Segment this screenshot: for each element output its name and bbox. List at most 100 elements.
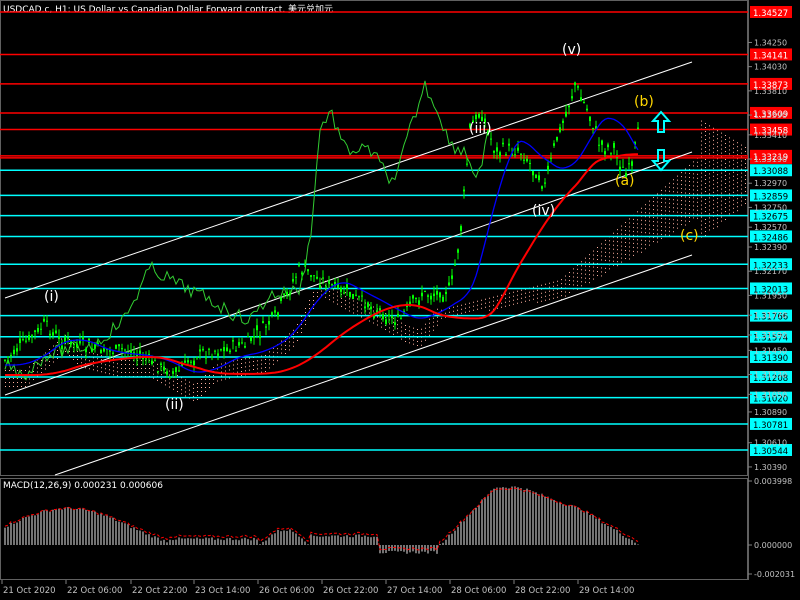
candle-body <box>178 370 180 372</box>
cloud-dot <box>329 299 330 301</box>
cloud-dot <box>681 216 682 218</box>
candle-body <box>190 361 192 363</box>
cloud-dot <box>565 283 566 285</box>
candle-body <box>607 144 609 148</box>
cloud-dot <box>413 327 414 329</box>
candle-body <box>247 336 249 338</box>
cloud-dot <box>637 227 638 229</box>
cloud-dot <box>305 324 306 325</box>
cloud-dot <box>657 229 658 231</box>
cloud-dot <box>677 175 678 177</box>
candle-body <box>637 127 639 130</box>
cloud-dot <box>629 242 630 244</box>
cloud-dot <box>97 366 98 368</box>
cloud-dot <box>545 295 546 297</box>
cloud-dot <box>725 191 726 192</box>
cloud-dot <box>409 338 410 340</box>
candle-body <box>130 350 132 355</box>
cloud-dot <box>281 344 282 346</box>
cloud-dot <box>729 177 730 179</box>
candle-body <box>76 343 78 348</box>
cloud-dot <box>709 189 710 191</box>
cloud-dot <box>689 212 690 214</box>
cloud-dot <box>193 395 194 397</box>
cloud-dot <box>641 223 642 225</box>
cloud-dot <box>665 214 666 216</box>
cyan-level-tag <box>750 209 792 222</box>
cloud-dot <box>353 308 354 310</box>
time-axis[interactable]: 21 Oct 2020 22 Oct 06:00 22 Oct 22:00 23 Oc… <box>1 580 634 596</box>
cloud-dot <box>269 351 270 353</box>
cloud-dot <box>713 131 714 133</box>
cloud-dot <box>701 164 702 166</box>
cloud-dot <box>385 329 386 330</box>
cloud-dot <box>585 273 586 275</box>
cloud-dot <box>665 226 666 228</box>
cloud-dot <box>613 240 614 242</box>
cloud-dot <box>741 156 742 158</box>
cloud-dot <box>737 146 738 148</box>
cloud-dot <box>489 301 490 303</box>
candle-body <box>238 342 240 346</box>
cloud-dot <box>669 190 670 192</box>
cloud-dot <box>733 183 734 185</box>
cloud-dot <box>453 310 454 312</box>
cloud-dot <box>89 368 90 370</box>
cloud-dot <box>353 304 354 306</box>
price-tick-label: 1.32970 <box>754 179 787 188</box>
price-tick-label: 1.31770 <box>754 311 787 320</box>
cloud-dot <box>281 340 282 342</box>
cloud-dot <box>597 267 598 268</box>
cloud-dot <box>713 147 714 149</box>
cloud-dot <box>401 334 402 336</box>
candle-body <box>391 316 393 319</box>
cloud-dot <box>693 189 694 191</box>
cloud-dot <box>289 333 290 335</box>
candle-body <box>16 348 18 352</box>
cloud-dot <box>29 370 30 372</box>
candle-body <box>211 356 213 358</box>
cloud-dot <box>733 203 734 205</box>
cloud-dot <box>525 288 526 290</box>
candle-body <box>397 313 399 317</box>
cloud-dot <box>661 193 662 195</box>
cloud-dot <box>605 255 606 257</box>
red-level-tag <box>750 48 792 61</box>
cloud-dot <box>561 283 562 285</box>
candle-body <box>277 312 279 317</box>
cloud-dot <box>681 220 682 222</box>
cloud-dot <box>717 150 718 152</box>
cloud-dot <box>629 218 630 220</box>
cloud-dot <box>681 176 682 178</box>
cloud-dot <box>729 141 730 143</box>
cloud-dot <box>353 300 354 302</box>
cloud-dot <box>733 211 734 213</box>
cloud-dot <box>469 306 470 308</box>
cloud-dot <box>653 217 654 219</box>
cloud-dot <box>173 388 174 390</box>
cloud-dot <box>641 251 642 253</box>
cloud-dot <box>241 375 242 376</box>
cloud-dot <box>601 271 602 273</box>
cloud-dot <box>633 242 634 244</box>
cloud-dot <box>349 306 350 308</box>
price-axis[interactable]: 1.34250 1.34030 1.33810 1.33590 1.33410 1.331… <box>748 38 787 472</box>
cloud-dot <box>129 360 130 361</box>
cloud-dot <box>661 197 662 199</box>
cloud-dot <box>129 368 130 369</box>
cloud-dot <box>641 247 642 249</box>
cloud-dot <box>685 188 686 190</box>
cloud-dot <box>721 188 722 190</box>
cloud-dot <box>409 334 410 336</box>
cloud-dot <box>121 360 122 361</box>
cloud-dot <box>253 369 254 370</box>
cloud-dot <box>389 327 390 329</box>
cyan-level-value: 1.30544 <box>753 447 788 457</box>
cloud-dot <box>141 372 142 373</box>
cloud-dot <box>289 345 290 347</box>
cloud-dot <box>29 378 30 380</box>
cyan-level-value: 1.31020 <box>753 395 788 405</box>
cloud-dot <box>309 316 310 317</box>
